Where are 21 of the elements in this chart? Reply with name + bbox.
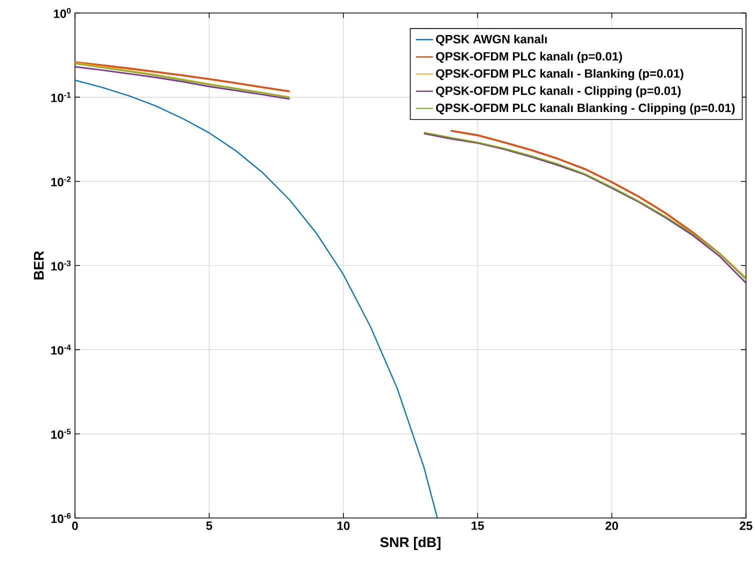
y-tick-label: 10$^{-3}$	[51, 260, 71, 271]
y-tick-label: 10$^{-5}$	[51, 428, 71, 439]
y-tick-label: 10$^{-2}$	[51, 176, 71, 186]
y-tick-label: 10$^{-6}$	[51, 512, 71, 524]
x-tick-label: 0	[72, 522, 78, 530]
x-tick-label: 25	[740, 522, 752, 530]
y-tick-label: 10$^{-1}$	[51, 92, 71, 102]
y-tick-label: 10$^{-4}$	[51, 344, 71, 355]
x-tick-label: 15	[472, 522, 484, 530]
x-axis-title: SNR [dB]	[380, 536, 440, 550]
x-tick-label: 5	[206, 522, 212, 530]
y-tick-label: 10$^{0}$	[54, 8, 71, 18]
legend-label: QPSK-OFDM PLC kanalı - Clipping (p=0.01)	[436, 86, 681, 98]
x-tick-label: 20	[606, 522, 618, 530]
y-axis-title: BER	[34, 251, 44, 280]
legend-label: QPSK AWGN kanalı	[436, 34, 547, 46]
legend-label: QPSK-OFDM PLC kanalı - Blanking (p=0.01)	[436, 68, 684, 80]
legend-label: QPSK-OFDM PLC kanalı Blanking - Clipping (p=0.01)	[436, 103, 735, 115]
x-tick-label: 10	[337, 522, 350, 530]
legend-label: QPSK-OFDM PLC kanalı (p=0.01)	[436, 52, 622, 63]
line-series	[75, 80, 438, 518]
